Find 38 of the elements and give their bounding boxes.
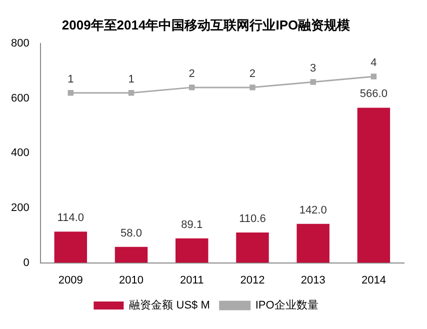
point bbox=[128, 90, 134, 96]
bar bbox=[296, 224, 330, 263]
x-tick-label: 2013 bbox=[300, 274, 326, 286]
point bbox=[68, 90, 74, 96]
data-label: 58.0 bbox=[120, 227, 142, 240]
y-tick-label: 200 bbox=[10, 202, 30, 214]
y-tick-label: 600 bbox=[10, 92, 30, 104]
point bbox=[250, 84, 256, 90]
data-label: 89.1 bbox=[181, 218, 203, 231]
legend-label: 融资金额 US$ M bbox=[129, 298, 210, 312]
point bbox=[310, 79, 316, 85]
legend-label: IPO企业数量 bbox=[255, 298, 318, 312]
y-tick-label: 0 bbox=[23, 256, 30, 269]
data-label: 2 bbox=[188, 68, 195, 80]
data-label: 2 bbox=[249, 68, 256, 80]
bar bbox=[236, 232, 269, 263]
x-tick-label: 2010 bbox=[119, 274, 144, 286]
x-tick-label: 2011 bbox=[180, 274, 204, 286]
x-tick-label: 2014 bbox=[361, 274, 386, 286]
bar bbox=[54, 232, 88, 263]
point bbox=[370, 74, 377, 80]
data-label: 1 bbox=[68, 73, 74, 86]
chart-title: 2009年至2014年中国移动互联网行业IPO融资规模 bbox=[62, 17, 350, 32]
data-label: 1 bbox=[128, 73, 134, 86]
data-label: 4 bbox=[370, 57, 377, 70]
bar bbox=[357, 108, 390, 263]
x-tick-label: 2009 bbox=[58, 274, 83, 286]
data-label: 142.0 bbox=[299, 204, 327, 216]
point bbox=[189, 84, 195, 90]
y-tick-label: 400 bbox=[10, 147, 30, 160]
bar bbox=[114, 246, 148, 263]
x-tick-label: 2012 bbox=[240, 274, 265, 286]
bar bbox=[176, 238, 208, 263]
data-label: 3 bbox=[310, 62, 316, 74]
y-tick-label: 800 bbox=[10, 38, 30, 50]
data-label: 566.0 bbox=[360, 88, 388, 100]
data-label: 114.0 bbox=[57, 212, 84, 224]
data-label: 110.6 bbox=[239, 213, 266, 226]
